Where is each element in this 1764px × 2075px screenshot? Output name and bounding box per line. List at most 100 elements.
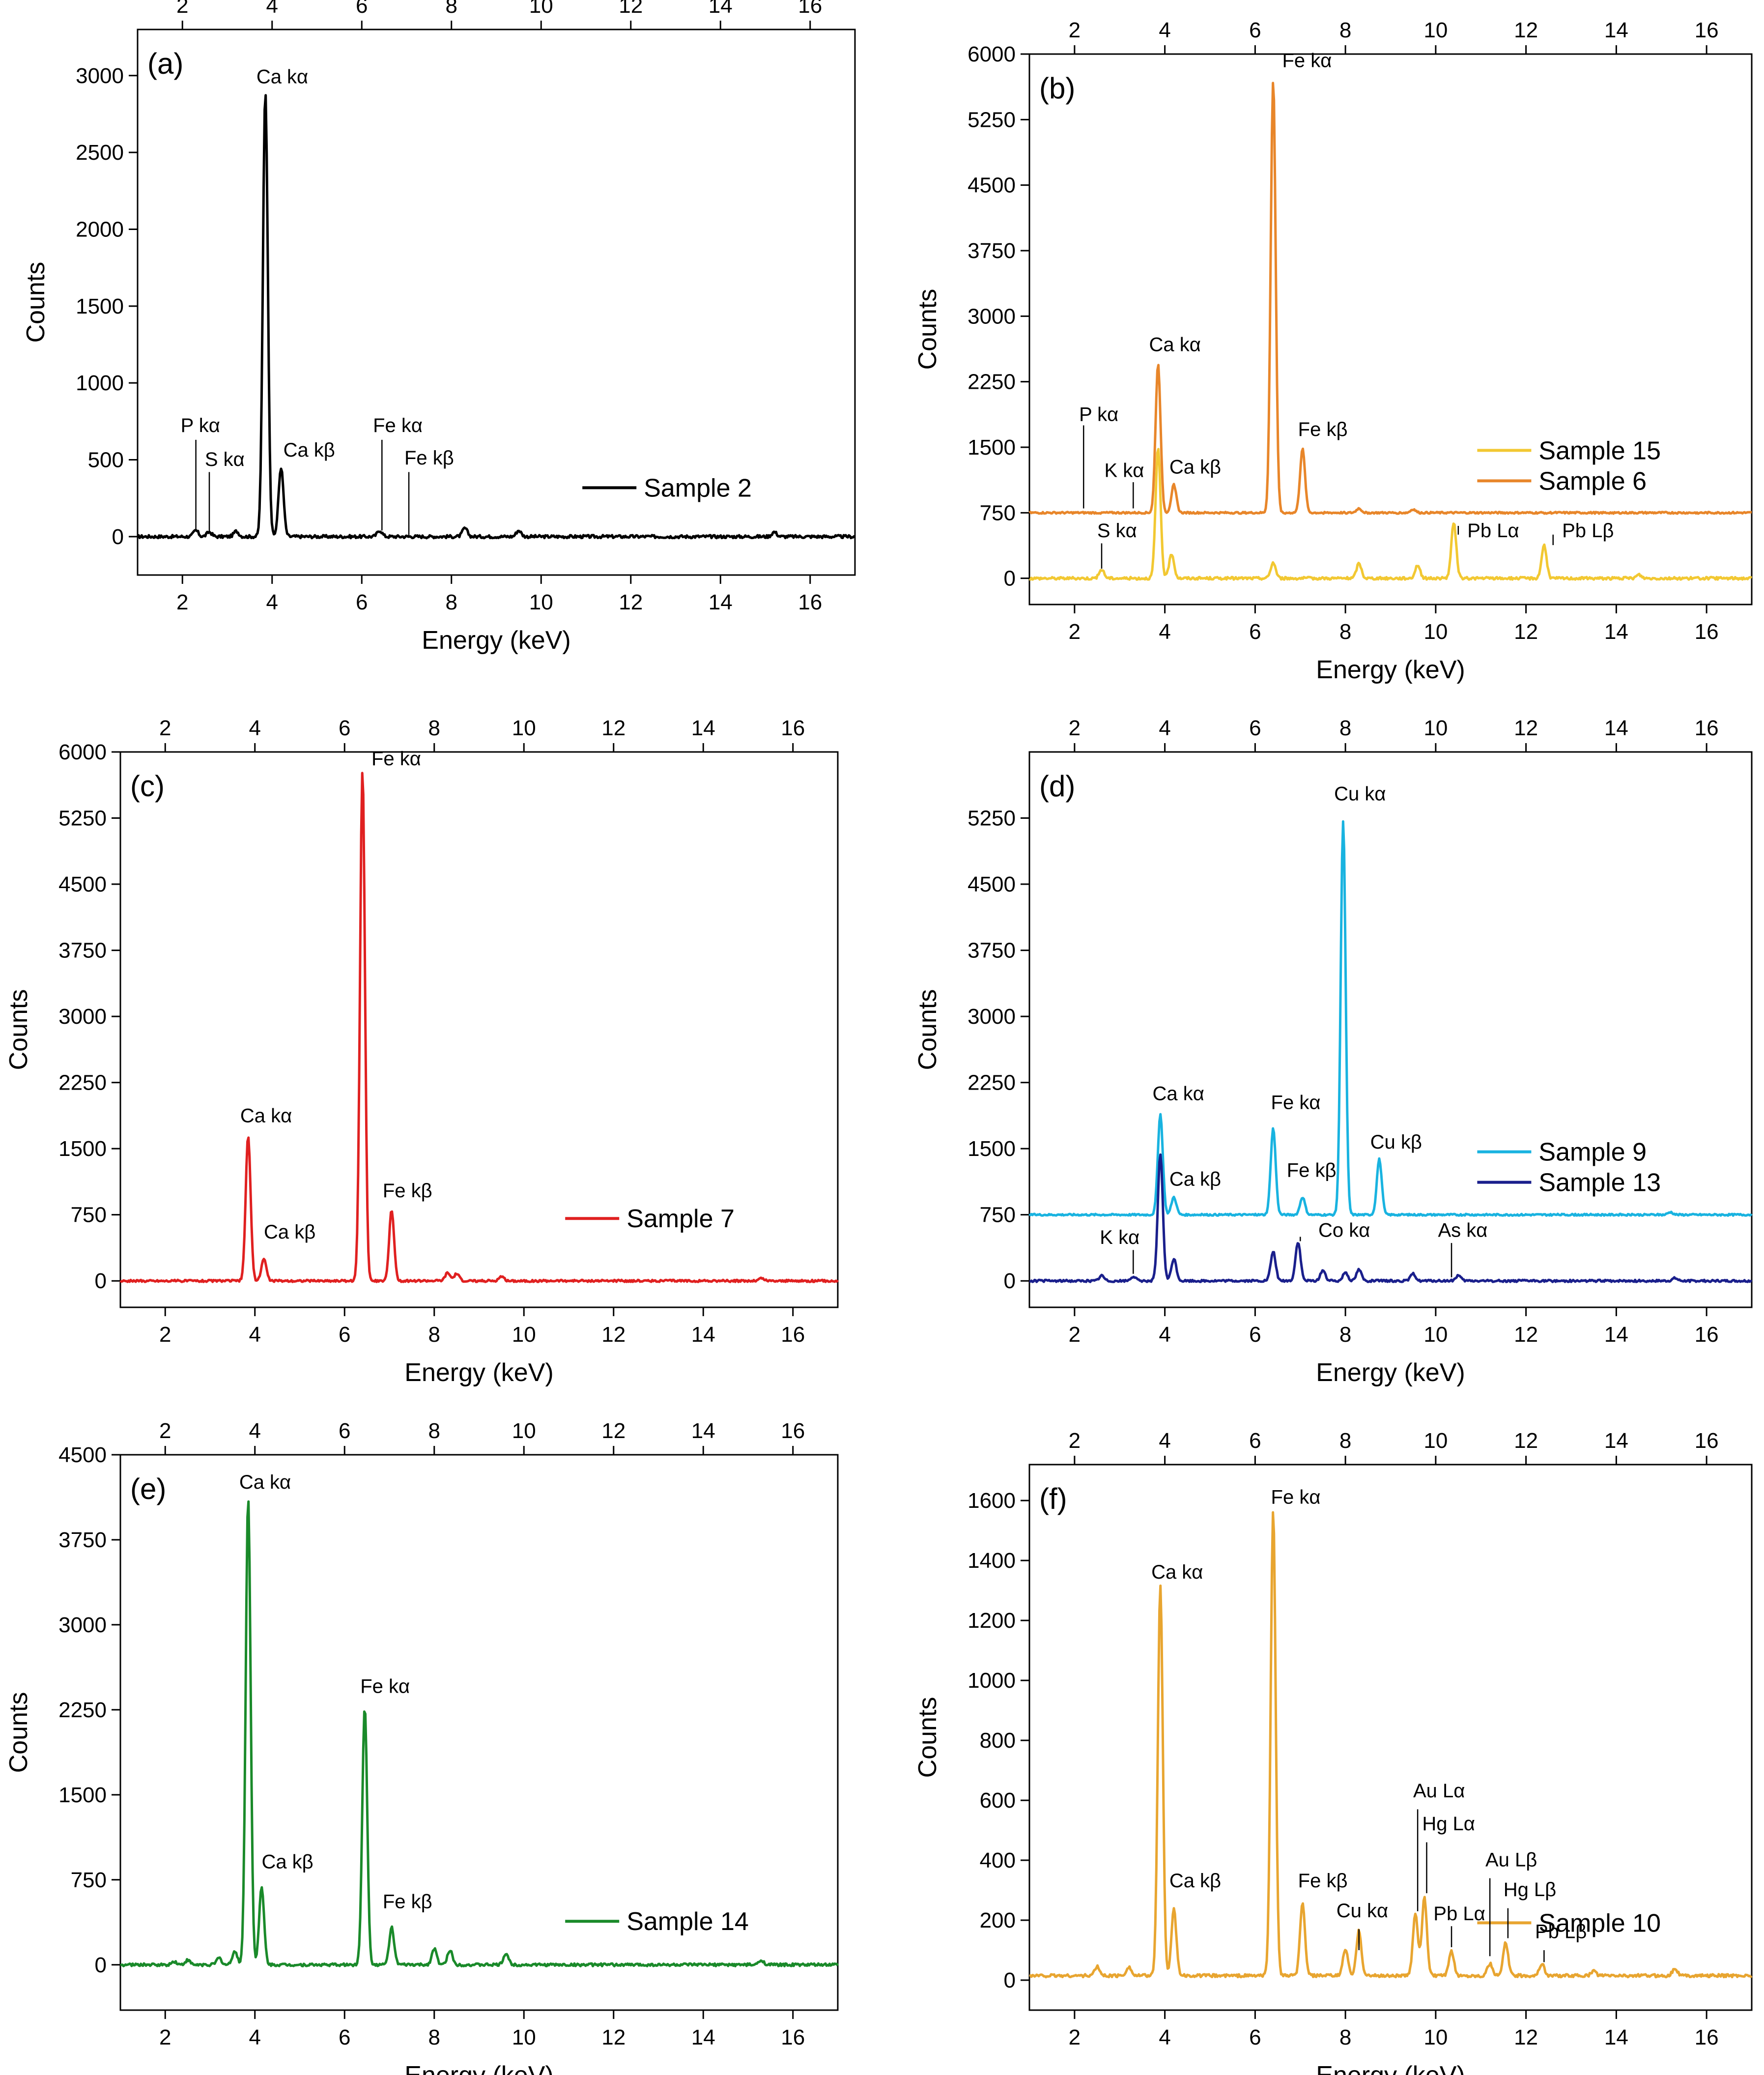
x-tick-label-top: 6 (1249, 1429, 1261, 1453)
y-tick-label: 5250 (967, 807, 1016, 831)
x-tick-label-top: 14 (709, 0, 733, 18)
peak-annotation: Pb Lα (1433, 1903, 1485, 1925)
x-tick-label-top: 8 (428, 716, 440, 740)
x-tick-label-bottom: 8 (1339, 620, 1351, 644)
x-tick-label-bottom: 12 (1514, 2025, 1538, 2049)
peak-annotation: Fe kβ (383, 1180, 432, 1202)
peak-annotation: Fe kβ (1298, 419, 1348, 440)
y-tick-label: 1000 (76, 371, 124, 395)
y-tick-label: 4500 (967, 872, 1016, 896)
x-tick-label-bottom: 10 (1423, 620, 1448, 644)
x-tick-label-bottom: 16 (781, 2025, 805, 2049)
y-tick-label: 2250 (967, 1071, 1016, 1095)
x-tick-label-bottom: 4 (1159, 2025, 1170, 2049)
x-tick-label-bottom: 14 (1604, 620, 1628, 644)
peak-annotation: Ca kβ (1169, 1870, 1221, 1892)
x-tick-label-bottom: 2 (159, 1323, 171, 1347)
chart-panel-b: 2 2 4 4 6 6 8 8 10 10 12 12 14 14 16 16 0 750 1500 2250 3000… (913, 18, 1753, 684)
y-tick-label: 0 (112, 525, 124, 549)
peak-annotation: K kα (1104, 460, 1144, 481)
y-axis-title: Counts (4, 989, 33, 1070)
peak-annotation: Hg Lα (1422, 1813, 1475, 1835)
y-tick-label: 1600 (967, 1489, 1016, 1513)
peak-annotation: Fe kβ (1287, 1160, 1337, 1182)
x-tick-label-bottom: 12 (601, 1323, 626, 1347)
x-tick-label-bottom: 6 (1249, 1323, 1261, 1347)
x-tick-label-bottom: 6 (356, 590, 368, 614)
x-tick-label-bottom: 10 (512, 1323, 536, 1347)
peak-annotation: Fe kα (1271, 1486, 1321, 1508)
chart-panel-c: 2 2 4 4 6 6 8 8 10 10 12 12 14 14 16 16 0 750 1500 2250 3000… (4, 716, 839, 1387)
y-tick-label: 2250 (967, 370, 1016, 394)
y-tick-label: 3000 (76, 64, 124, 88)
y-tick-label: 1500 (58, 1137, 107, 1161)
x-tick-label-bottom: 8 (428, 1323, 440, 1347)
x-tick-label-top: 10 (512, 716, 536, 740)
y-tick-label: 500 (88, 448, 124, 472)
x-tick-label-bottom: 8 (446, 590, 457, 614)
x-tick-label-top: 12 (1514, 1429, 1538, 1453)
y-tick-label: 3750 (58, 939, 107, 963)
x-tick-label-top: 14 (1604, 1429, 1628, 1453)
x-tick-label-bottom: 6 (1249, 2025, 1261, 2049)
x-tick-label-top: 16 (781, 1419, 805, 1443)
x-tick-label-bottom: 4 (249, 2025, 261, 2049)
x-tick-label-bottom: 2 (159, 2025, 171, 2049)
y-tick-label: 6000 (967, 42, 1016, 66)
y-tick-label: 4500 (58, 1443, 107, 1467)
chart-panel-d: 2 2 4 4 6 6 8 8 10 10 12 12 14 14 16 16 0 750 1500 2250 3000… (913, 716, 1753, 1387)
x-tick-label-bottom: 8 (1339, 1323, 1351, 1347)
x-tick-label-bottom: 4 (1159, 620, 1170, 644)
x-tick-label-bottom: 14 (709, 590, 733, 614)
x-tick-label-top: 2 (1069, 1429, 1081, 1453)
y-tick-label: 3750 (967, 939, 1016, 963)
x-tick-label-bottom: 16 (1695, 620, 1719, 644)
x-tick-label-top: 12 (619, 0, 643, 18)
x-tick-label-top: 6 (1249, 716, 1261, 740)
x-tick-label-top: 10 (1423, 716, 1448, 740)
peak-annotation: S kα (1097, 520, 1137, 542)
x-tick-label-top: 16 (1695, 18, 1719, 42)
y-tick-label: 0 (1004, 1269, 1016, 1293)
panel-letter: (d) (1039, 770, 1075, 803)
x-tick-label-bottom: 10 (529, 590, 553, 614)
peak-annotation: Fe kα (360, 1675, 410, 1697)
y-tick-label: 1200 (967, 1609, 1016, 1633)
y-tick-label: 1500 (58, 1783, 107, 1807)
x-tick-label-top: 14 (691, 716, 715, 740)
peak-annotation: Cu kα (1337, 1900, 1388, 1922)
x-tick-label-top: 10 (1423, 1429, 1448, 1453)
peak-annotation: Ca kβ (261, 1851, 313, 1873)
x-tick-label-top: 2 (1069, 716, 1081, 740)
peak-annotation: Fe kα (1282, 50, 1332, 72)
x-tick-label-bottom: 16 (798, 590, 822, 614)
x-tick-label-bottom: 2 (1069, 1323, 1081, 1347)
y-tick-label: 0 (95, 1269, 107, 1293)
series-line-sample-10 (1029, 1511, 1753, 1979)
x-tick-label-top: 12 (1514, 18, 1538, 42)
y-axis-title: Counts (22, 262, 50, 343)
x-tick-label-top: 2 (176, 0, 188, 18)
panel-letter: (c) (130, 770, 165, 803)
peak-annotation: Ca kα (239, 1471, 291, 1493)
peak-annotation: Ca kα (1151, 1561, 1203, 1583)
x-tick-label-bottom: 12 (1514, 620, 1538, 644)
panel-letter: (a) (147, 47, 183, 80)
y-tick-label: 3000 (967, 304, 1016, 328)
y-tick-label: 0 (1004, 567, 1016, 591)
x-tick-label-top: 6 (356, 0, 368, 18)
legend-label: Sample 2 (644, 474, 752, 502)
y-axis-title: Counts (4, 1692, 33, 1773)
panel-letter: (e) (130, 1472, 166, 1505)
y-tick-label: 1500 (967, 1137, 1016, 1161)
peak-annotation: Cu kβ (1370, 1131, 1422, 1153)
x-tick-label-top: 14 (1604, 18, 1628, 42)
x-tick-label-bottom: 2 (1069, 2025, 1081, 2049)
x-tick-label-top: 8 (446, 0, 457, 18)
peak-annotation: Ca kβ (1169, 456, 1221, 478)
x-tick-label-top: 2 (159, 1419, 171, 1443)
legend-label: Sample 10 (1538, 1909, 1661, 1937)
x-tick-label-top: 4 (1159, 716, 1170, 740)
x-tick-label-bottom: 10 (1423, 1323, 1448, 1347)
panel-letter: (f) (1039, 1482, 1067, 1515)
